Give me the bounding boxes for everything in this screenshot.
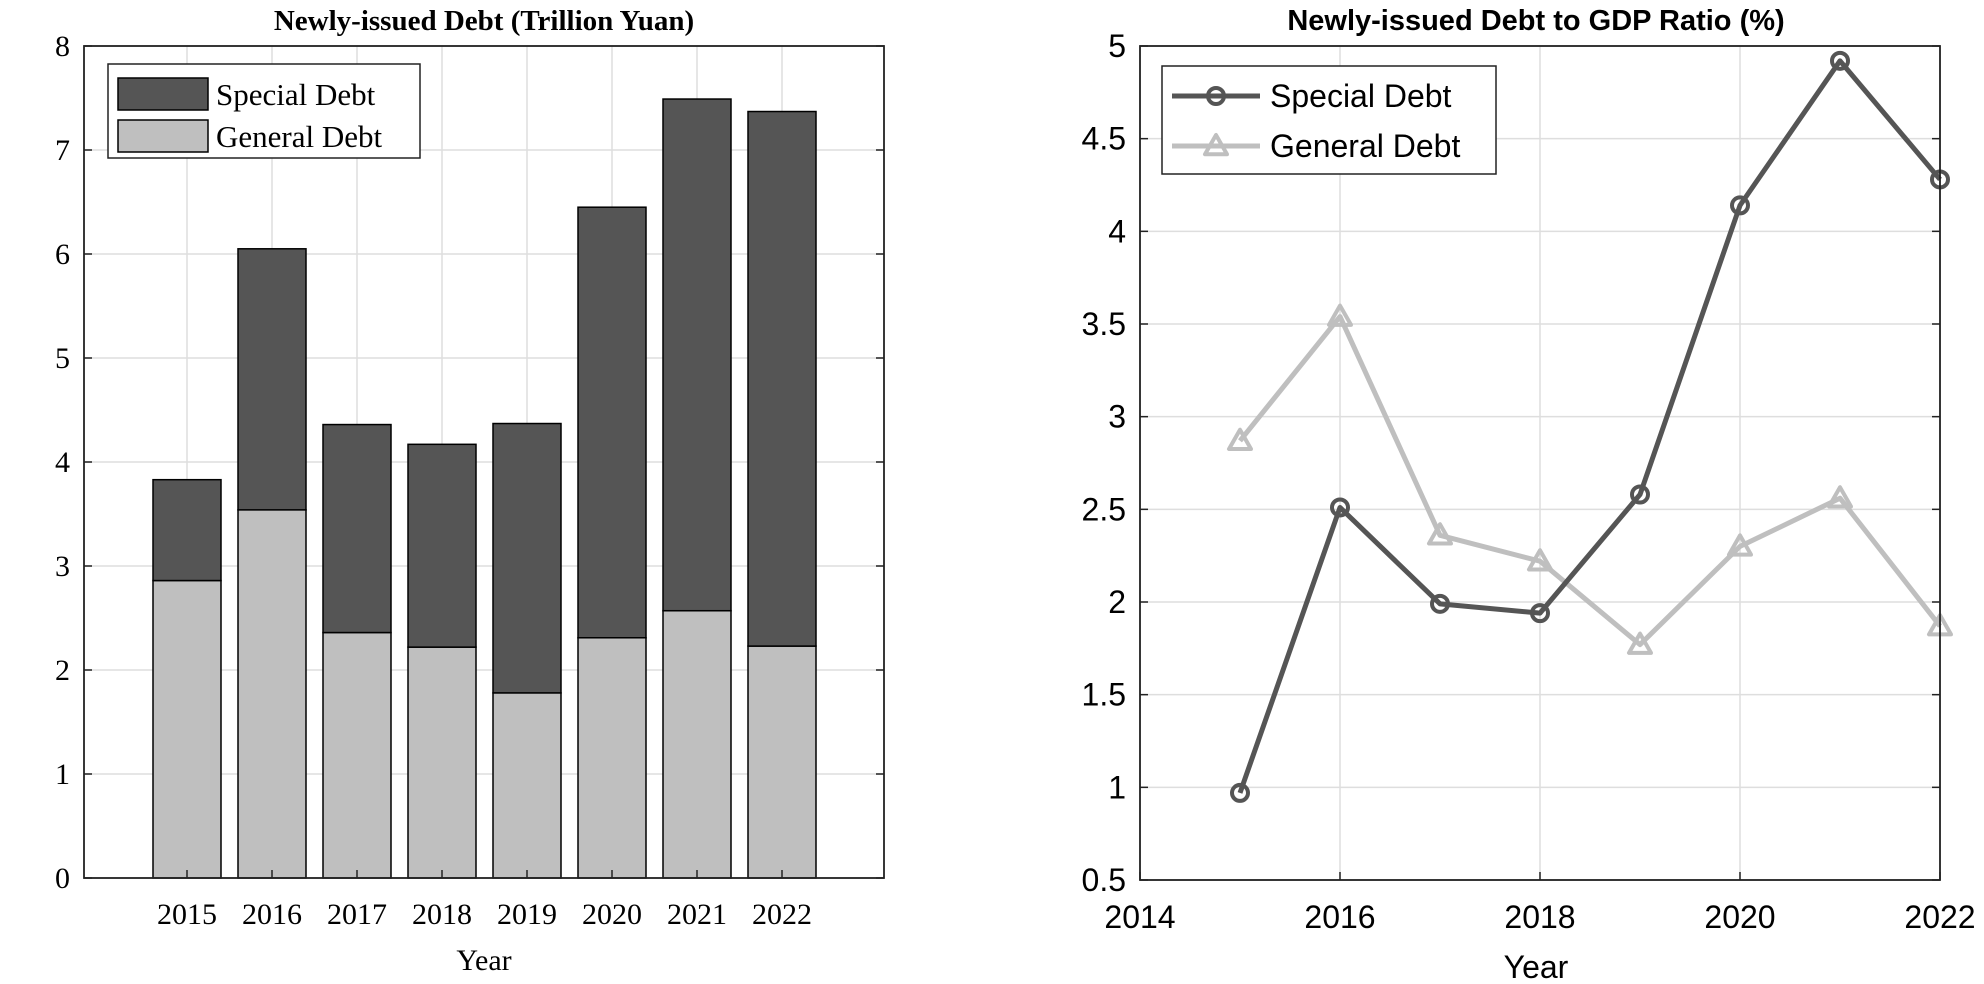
bar-chart-y-tick-label: 4: [55, 446, 70, 479]
point-special-debt-2018: [1530, 603, 1550, 624]
bar-general-debt-2020: [577, 637, 647, 879]
bar-general-debt-2015: [152, 579, 222, 879]
bar-general-debt-2021: [662, 609, 732, 879]
line-chart-x-tick-label: 2018: [1504, 899, 1575, 935]
bar-chart-tick-labels: 0 1 2 3 4 5 6 7 8 2015 2016 2017 2018 2019 2020 2021 202…: [55, 30, 812, 931]
line-chart-axes: [1139, 45, 1941, 881]
line-chart-axes-box: [1139, 45, 1941, 881]
line-chart: Newly-issued Debt to GDP Ratio (%) Year …: [1082, 5, 1976, 984]
point-special-debt-2021: [1830, 50, 1850, 71]
line-series-special-debt: [1237, 58, 1942, 794]
line-chart-y-tick-label: 3: [1108, 399, 1126, 435]
legend-marker-general-debt: [1203, 133, 1229, 157]
point-special-debt-2020: [1730, 195, 1750, 216]
bar-chart-axes-box: [83, 45, 885, 879]
point-general-debt-2016: [1327, 303, 1353, 327]
point-general-debt-2017: [1427, 522, 1453, 546]
point-special-debt-2017: [1430, 593, 1450, 614]
bar-chart-x-tick-label: 2021: [667, 898, 727, 931]
stacked-bar-chart: Newly-issued Debt (Trillion Yuan) Year 0…: [55, 5, 885, 977]
bar-chart-x-tick-label: 2016: [242, 898, 302, 931]
bar-special-debt-2022: [747, 110, 817, 647]
bar-chart-y-tick-label: 0: [55, 862, 70, 895]
point-special-debt-2016: [1330, 497, 1350, 518]
line-chart-y-tick-label: 3.5: [1082, 306, 1126, 342]
line-chart-y-tick-label: 2.5: [1082, 491, 1126, 527]
bar-chart-legend: Special Debt General Debt: [107, 63, 421, 159]
bar-special-debt-2017: [322, 423, 392, 634]
line-series-general-debt: [1238, 314, 1942, 648]
line-chart-y-tick-label: 1.5: [1082, 677, 1126, 713]
point-general-debt-2018: [1527, 548, 1553, 572]
bar-chart-x-tick-label: 2017: [327, 898, 387, 931]
point-general-debt-2021: [1827, 485, 1853, 509]
legend-swatch-special-debt: [117, 77, 209, 111]
legend-label-special-debt: Special Debt: [216, 77, 376, 112]
bar-general-debt-2022: [747, 645, 817, 879]
line-chart-tick-labels: 0.5 1 1.5 2 2.5 3 3.5 4 4.5 5 2014 2016 2018 2020 2022: [1082, 28, 1976, 935]
line-chart-y-tick-label: 5: [1108, 28, 1126, 64]
bar-general-debt-2018: [407, 646, 477, 879]
bar-special-debt-2018: [407, 443, 477, 648]
line-chart-title: Newly-issued Debt to GDP Ratio (%): [1287, 5, 1784, 37]
line-chart-y-tick-label: 2: [1108, 584, 1126, 620]
legend-label-special-debt: Special Debt: [1270, 78, 1452, 114]
bar-general-debt-2016: [237, 509, 307, 879]
bar-general-debt-2019: [492, 692, 562, 879]
bar-general-debt-2017: [322, 631, 392, 879]
line-chart-x-tick-label: 2020: [1704, 899, 1775, 935]
legend-label-general-debt: General Debt: [216, 119, 382, 154]
legend-label-general-debt: General Debt: [1270, 128, 1460, 164]
bar-chart-x-tick-label: 2015: [157, 898, 217, 931]
bar-chart-y-tick-label: 6: [55, 238, 70, 271]
point-special-debt-2015: [1230, 782, 1250, 803]
point-general-debt-2020: [1727, 533, 1753, 557]
bar-chart-title: Newly-issued Debt (Trillion Yuan): [274, 5, 694, 37]
line-chart-y-tick-label: 4.5: [1082, 121, 1126, 157]
bar-chart-axes: [83, 45, 885, 879]
line-chart-x-tick-label: 2014: [1104, 899, 1175, 935]
bar-special-debt-2020: [577, 206, 647, 639]
bar-chart-x-tick-label: 2022: [752, 898, 812, 931]
bar-chart-y-tick-label: 2: [55, 654, 70, 687]
line-chart-x-axis-label: Year: [1504, 949, 1569, 984]
bar-special-debt-2016: [237, 248, 307, 511]
bar-special-debt-2019: [492, 422, 562, 694]
line-chart-x-tick-label: 2016: [1304, 899, 1375, 935]
bar-chart-x-tick-label: 2019: [497, 898, 557, 931]
line-chart-legend: Special Debt General Debt: [1161, 65, 1497, 175]
point-general-debt-2015: [1227, 427, 1253, 452]
line-chart-y-tick-label: 4: [1108, 213, 1126, 249]
line-chart-y-tick-label: 0.5: [1082, 862, 1126, 898]
bar-special-debt-2021: [662, 98, 732, 612]
legend-swatch-general-debt: [117, 119, 209, 153]
bar-chart-x-tick-label: 2020: [582, 898, 642, 931]
bar-chart-y-tick-label: 3: [55, 550, 70, 583]
bar-chart-x-axis-label: Year: [456, 944, 511, 977]
bar-special-debt-2015: [152, 478, 222, 582]
legend-marker-special-debt: [1206, 86, 1226, 106]
bar-chart-y-tick-label: 1: [55, 758, 70, 791]
line-chart-x-tick-label: 2022: [1904, 899, 1975, 935]
bar-chart-bars: [152, 98, 817, 879]
bar-chart-y-tick-label: 8: [55, 30, 70, 63]
bar-chart-x-tick-label: 2018: [412, 898, 472, 931]
bar-chart-y-tick-label: 5: [55, 342, 70, 375]
line-chart-y-tick-label: 1: [1108, 769, 1126, 805]
bar-chart-y-tick-label: 7: [55, 134, 70, 167]
point-general-debt-2019: [1627, 631, 1653, 655]
point-special-debt-2019: [1630, 484, 1650, 505]
